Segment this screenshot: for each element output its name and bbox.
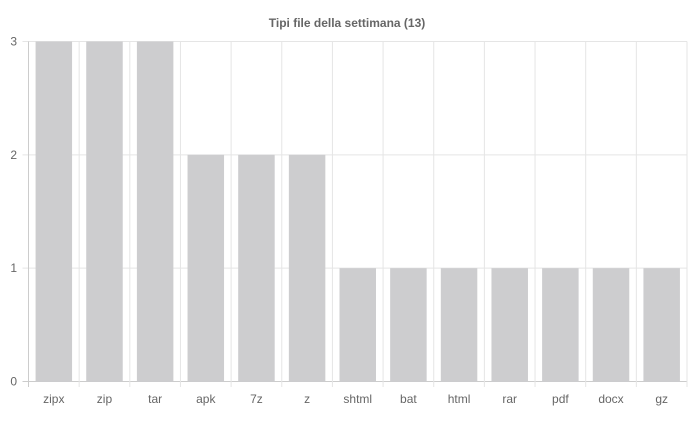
x-tick-label: html xyxy=(448,392,471,406)
y-tick-label: 2 xyxy=(10,148,17,162)
chart-title: Tipi file della settimana (13) xyxy=(269,16,426,30)
bar-pdf[interactable] xyxy=(542,268,579,382)
bar-z[interactable] xyxy=(288,154,326,382)
bar-tar[interactable] xyxy=(136,41,174,382)
x-tick-label: pdf xyxy=(552,392,569,406)
y-tick-label: 3 xyxy=(10,35,17,49)
bar-7z[interactable] xyxy=(238,154,275,382)
bar-zipx[interactable] xyxy=(35,41,73,382)
y-tick-label: 1 xyxy=(10,261,17,275)
x-tick-label: zip xyxy=(97,392,113,406)
bar-docx[interactable] xyxy=(592,268,630,382)
bar-html[interactable] xyxy=(440,268,478,382)
x-tick-label: rar xyxy=(502,392,517,406)
x-tick-label: zipx xyxy=(43,392,64,406)
x-axis-ticks: zipx zip tar apk 7z z shtml bat html rar pdf docx gz xyxy=(43,392,668,406)
x-tick-label: gz xyxy=(655,392,668,406)
bars xyxy=(35,41,680,382)
y-axis-ticks: 0 1 2 3 xyxy=(10,35,17,389)
bar-gz[interactable] xyxy=(643,268,680,382)
x-tick-label: apk xyxy=(196,392,216,406)
bar-apk[interactable] xyxy=(187,154,225,382)
x-tick-label: shtml xyxy=(343,392,372,406)
bar-shtml[interactable] xyxy=(339,268,377,382)
y-tick-label: 0 xyxy=(10,375,17,389)
bar-zip[interactable] xyxy=(86,41,123,382)
x-tick-label: tar xyxy=(148,392,162,406)
grid-lines xyxy=(22,41,688,387)
x-tick-label: docx xyxy=(598,392,623,406)
bar-bat[interactable] xyxy=(390,268,427,382)
x-tick-label: z xyxy=(304,392,310,406)
x-tick-label: 7z xyxy=(250,392,263,406)
bar-rar[interactable] xyxy=(491,268,528,382)
x-tick-label: bat xyxy=(400,392,417,406)
